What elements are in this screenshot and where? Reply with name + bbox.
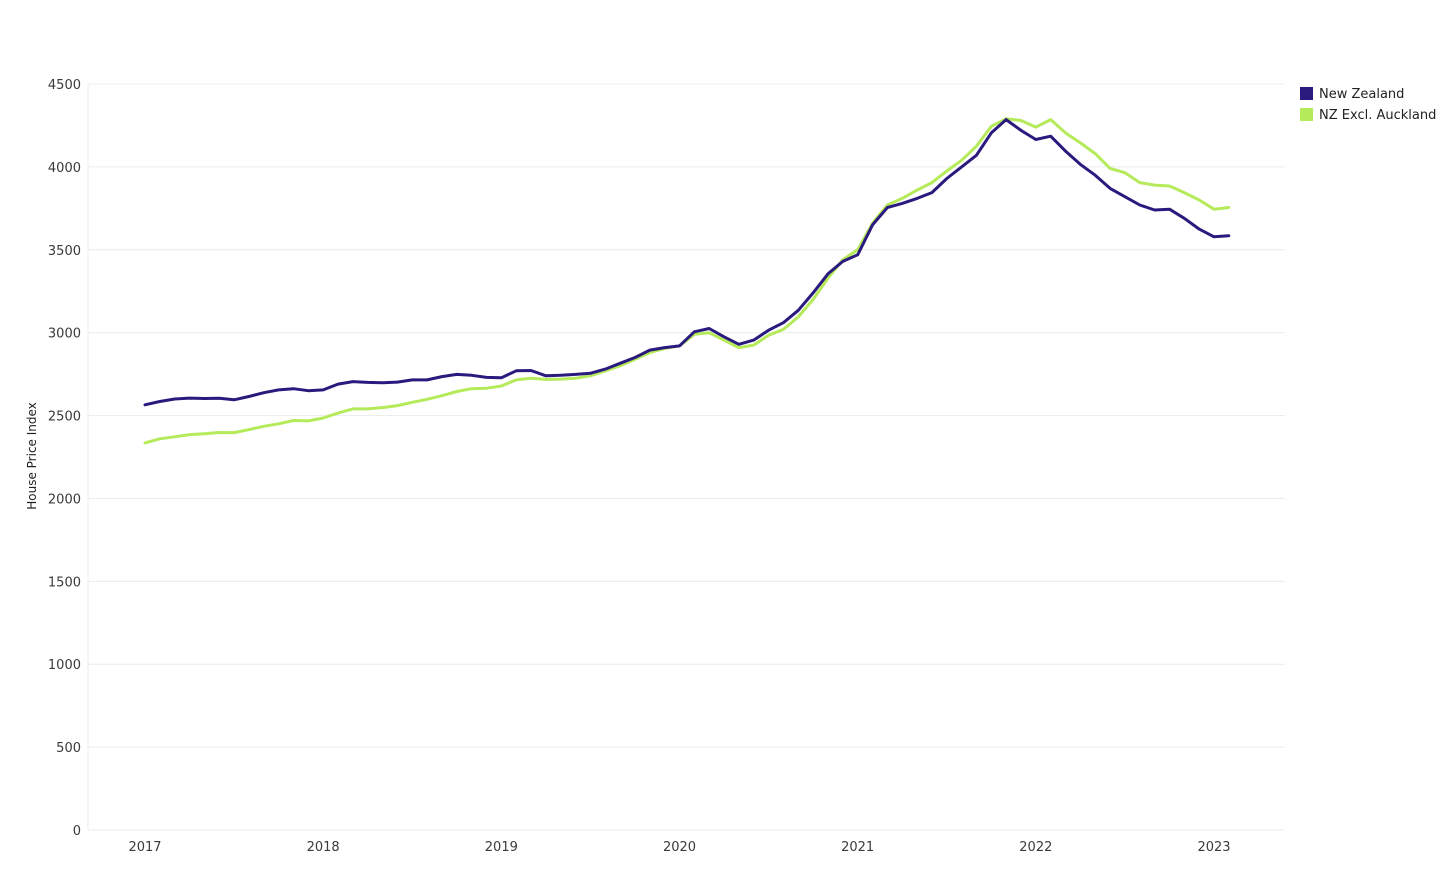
legend-swatch [1300,108,1313,121]
x-axis-ticks: 2017 2018 2019 2020 2021 2022 2023 [128,840,1230,855]
y-tick-label: 500 [56,741,81,756]
y-tick-label: 0 [73,824,81,839]
y-tick-label: 2000 [48,492,81,507]
series-line-nz-excl-auckland [143,117,1231,445]
y-tick-label: 1000 [48,658,81,673]
y-axis-label: House Price Index [25,402,39,510]
series-line-new-zealand [143,118,1231,407]
y-tick-label: 2500 [48,410,81,425]
y-tick-label: 4500 [48,78,81,93]
y-tick-label: 3500 [48,244,81,259]
legend: New Zealand NZ Excl. Auckland [1300,87,1436,123]
series-lines [143,117,1231,445]
x-tick-label: 2019 [485,840,518,855]
x-tick-label: 2023 [1197,840,1230,855]
grid [87,83,1285,831]
x-tick-label: 2021 [841,840,874,855]
y-tick-label: 3000 [48,327,81,342]
legend-label: New Zealand [1319,87,1404,102]
x-tick-label: 2017 [128,840,161,855]
y-tick-label: 4000 [48,161,81,176]
x-tick-label: 2020 [663,840,696,855]
legend-label: NZ Excl. Auckland [1319,108,1436,123]
y-tick-label: 1500 [48,575,81,590]
y-axis-ticks: 0 500 1000 1500 2000 2500 3000 3500 4000 4500 [48,78,81,839]
legend-swatch [1300,87,1313,100]
x-tick-label: 2022 [1019,840,1052,855]
x-tick-label: 2018 [307,840,340,855]
